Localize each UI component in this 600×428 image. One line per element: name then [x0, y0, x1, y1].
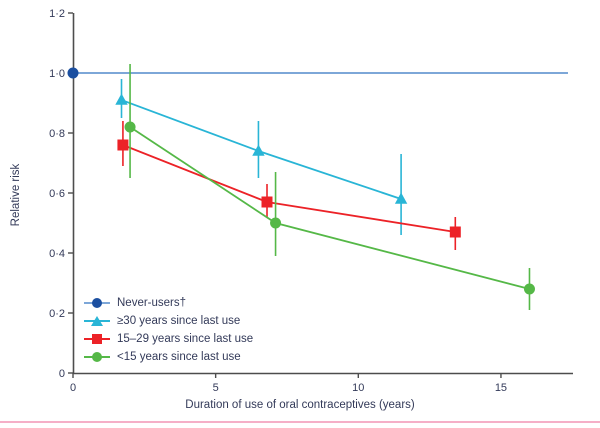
x-tick-label: 0 — [70, 382, 76, 394]
square-marker — [449, 226, 461, 238]
legend-item-15-29-years: 15–29 years since last use — [84, 330, 253, 348]
square-marker-icon — [84, 332, 110, 346]
y-tick-label: 0·8 — [49, 128, 65, 140]
y-tick-label: 0 — [59, 368, 65, 380]
x-tick-label: 15 — [495, 382, 507, 394]
square-marker — [261, 196, 273, 208]
y-tick-label: 1·0 — [49, 68, 65, 80]
legend-item-never-users: Never-users† — [84, 294, 253, 312]
y-tick-label: 0·4 — [49, 248, 65, 260]
circle-marker-icon — [84, 350, 110, 364]
series-line — [122, 144, 456, 233]
triangle-marker — [394, 192, 408, 204]
triangle-marker-icon — [84, 314, 110, 328]
y-tick-label: 0·6 — [49, 188, 65, 200]
never-users-marker-icon — [84, 296, 110, 310]
triangle-marker — [252, 144, 265, 156]
legend-label: Never-users† — [117, 297, 187, 309]
legend-label: ≥30 years since last use — [117, 315, 241, 327]
legend-item-lt15-years: <15 years since last use — [84, 348, 253, 366]
x-tick-label: 10 — [352, 382, 364, 394]
y-tick-label: 1·2 — [49, 8, 65, 20]
circle-marker — [270, 217, 282, 229]
chart-legend: Never-users† ≥30 years since last use 15… — [84, 294, 253, 366]
x-axis-title: Duration of use of oral contraceptives (… — [185, 399, 415, 411]
x-tick-label: 5 — [213, 382, 219, 394]
triangle-marker — [115, 93, 128, 105]
legend-item-ge30-years: ≥30 years since last use — [84, 312, 253, 330]
y-axis-title: Relative risk — [10, 163, 22, 227]
y-tick-label: 0·2 — [49, 308, 65, 320]
legend-label: <15 years since last use — [117, 351, 241, 363]
legend-label: 15–29 years since last use — [117, 333, 254, 345]
circle-marker — [523, 283, 535, 295]
circle-marker — [124, 121, 136, 133]
square-marker — [117, 139, 129, 151]
circle-marker — [67, 67, 79, 79]
series-line — [129, 126, 530, 290]
bottom-divider-rule — [0, 421, 600, 423]
